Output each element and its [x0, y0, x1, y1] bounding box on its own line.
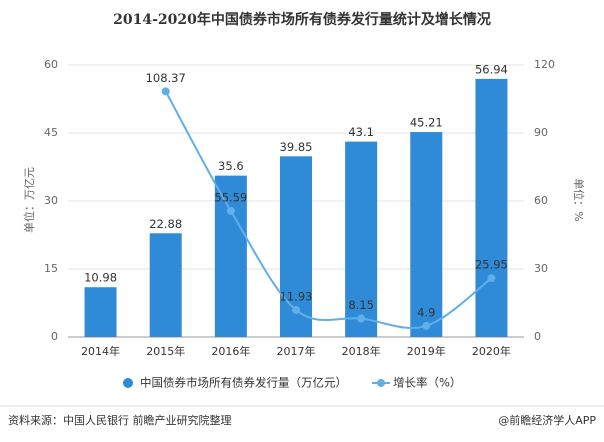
line-value-label: 11.93 [280, 289, 313, 303]
bar [214, 175, 247, 337]
bar [475, 78, 508, 337]
y-tick-label: 30 [44, 194, 58, 207]
line-point [226, 206, 235, 215]
bar-value-label: 22.88 [149, 217, 182, 231]
x-tick-label: 2018年 [342, 344, 381, 358]
bar-value-label: 10.98 [84, 271, 117, 285]
x-tick-label: 2020年 [472, 344, 511, 358]
y2-axis-label: 单位：% [572, 178, 586, 221]
y-tick-label: 0 [51, 330, 58, 343]
legend-marker [123, 378, 133, 388]
bar [149, 233, 182, 337]
y-tick-label: 45 [44, 126, 58, 139]
y2-tick-label: 90 [534, 126, 548, 139]
x-tick-label: 2017年 [277, 344, 316, 358]
bar-value-label: 43.1 [348, 125, 374, 139]
source: 资料来源：中国人民银行 前瞻产业研究院整理 [8, 413, 232, 427]
y-axis-label: 单位：万亿元 [22, 167, 36, 233]
line-point [292, 305, 300, 314]
y-tick-label: 60 [44, 58, 58, 71]
y-tick-label: 15 [44, 262, 58, 275]
legend-marker [377, 379, 385, 387]
line-value-label: 108.37 [146, 71, 186, 85]
y2-tick-label: 120 [534, 58, 555, 71]
line-point [161, 87, 170, 96]
line-value-label: 55.59 [214, 190, 247, 204]
y2-tick-label: 60 [534, 194, 548, 207]
line [164, 90, 493, 329]
line-value-label: 4.9 [417, 305, 435, 319]
line-point [487, 274, 496, 283]
line-point [357, 314, 366, 323]
x-tick-label: 2014年 [81, 344, 120, 358]
chart-title: 2014-2020年中国债券市场所有债券发行量统计及增长情况 [113, 11, 491, 28]
line-value-label: 25.95 [475, 258, 508, 272]
x-tick-label: 2019年 [407, 344, 446, 358]
y2-tick-label: 0 [534, 330, 541, 343]
x-tick-label: 2015年 [146, 344, 185, 358]
bar [410, 132, 443, 337]
legend-label: 增长率（%） [393, 376, 461, 390]
legend-label: 中国债券市场所有债券发行量（万亿元） [140, 376, 347, 390]
bar-value-label: 39.85 [280, 140, 313, 154]
bar [84, 287, 117, 337]
bar-value-label: 56.94 [475, 62, 508, 76]
y2-tick-label: 30 [534, 262, 548, 275]
bar-value-label: 35.6 [218, 159, 244, 173]
bar [345, 141, 378, 337]
line-point [422, 321, 431, 330]
x-tick-label: 2016年 [211, 344, 250, 358]
bar-value-label: 45.21 [410, 116, 443, 130]
line-value-label: 8.15 [348, 298, 374, 312]
credit: @前瞻经济学人APP [498, 413, 596, 427]
